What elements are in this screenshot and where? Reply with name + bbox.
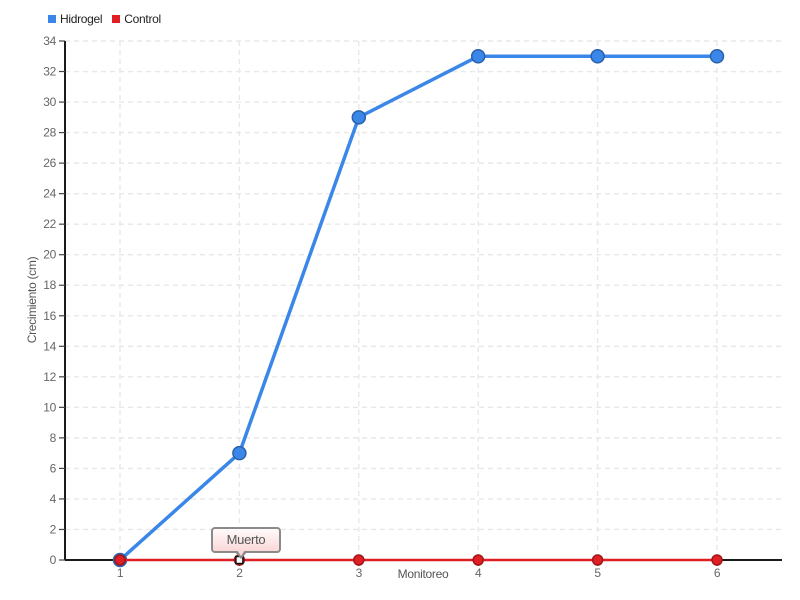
data-point-hidrogel-2[interactable] — [232, 445, 247, 461]
y-tick-label: 12 — [43, 370, 56, 384]
y-tick-label: 0 — [50, 553, 57, 567]
data-point-hidrogel-5[interactable] — [590, 49, 605, 64]
legend: Hidrogel Control — [48, 12, 161, 26]
legend-label-control: Control — [124, 12, 161, 26]
data-point-control-5[interactable] — [591, 554, 604, 566]
y-tick-label: 14 — [43, 339, 56, 353]
annotation-muerto: Muerto — [211, 527, 281, 559]
legend-swatch-control-icon — [112, 15, 121, 23]
x-axis-title: Monitoreo — [397, 567, 449, 581]
y-tick-label: 30 — [43, 95, 56, 109]
legend-swatch-hidrogel-icon — [48, 15, 56, 23]
y-tick-label: 16 — [43, 309, 56, 323]
y-tick-label: 2 — [50, 522, 57, 536]
x-tick-label: 4 — [475, 566, 482, 580]
y-tick-label: 34 — [43, 34, 56, 48]
data-point-control-4[interactable] — [472, 554, 484, 566]
legend-item-control[interactable]: Control — [112, 12, 161, 26]
data-point-hidrogel-3[interactable] — [351, 110, 367, 125]
y-tick-label: 18 — [43, 278, 56, 292]
y-tick-label: 8 — [50, 431, 57, 445]
x-tick-label: 5 — [594, 566, 601, 580]
data-point-control-6[interactable] — [711, 554, 723, 566]
x-tick-label: 3 — [356, 566, 363, 580]
y-tick-label: 26 — [43, 156, 56, 170]
x-tick-label: 1 — [117, 566, 124, 580]
y-tick-label: 32 — [43, 65, 56, 79]
y-tick-label: 24 — [43, 187, 56, 201]
y-tick-label: 4 — [50, 492, 57, 506]
data-point-hidrogel-4[interactable] — [470, 49, 486, 64]
data-point-hidrogel-6[interactable] — [709, 49, 725, 64]
x-tick-label: 2 — [236, 566, 243, 580]
y-tick-label: 22 — [43, 217, 56, 231]
data-point-control-1[interactable] — [114, 554, 126, 566]
legend-item-hidrogel[interactable]: Hidrogel — [48, 12, 103, 26]
y-tick-label: 10 — [43, 400, 56, 414]
data-point-control-3[interactable] — [353, 554, 365, 566]
series-line-hidrogel[interactable] — [118, 54, 717, 562]
y-tick-label: 20 — [43, 248, 56, 262]
x-tick-label: 6 — [714, 566, 721, 580]
y-tick-label: 6 — [50, 461, 57, 475]
y-axis-title: Crecimiento (cm) — [25, 256, 39, 344]
y-tick-label: 28 — [43, 126, 56, 140]
legend-label-hidrogel: Hidrogel — [60, 12, 103, 26]
